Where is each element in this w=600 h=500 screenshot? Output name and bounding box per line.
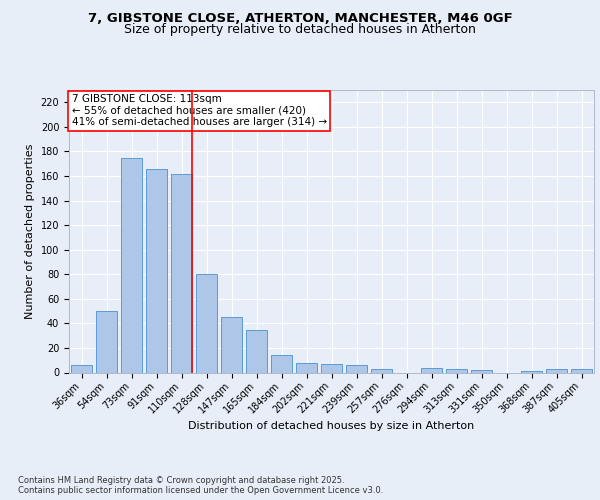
- Bar: [346, 365, 367, 372]
- Y-axis label: Number of detached properties: Number of detached properties: [25, 144, 35, 319]
- Bar: [221, 317, 242, 372]
- Bar: [71, 365, 92, 372]
- Text: Contains HM Land Registry data © Crown copyright and database right 2025.: Contains HM Land Registry data © Crown c…: [18, 476, 344, 485]
- Bar: [196, 274, 217, 372]
- Text: Size of property relative to detached houses in Atherton: Size of property relative to detached ho…: [124, 23, 476, 36]
- Bar: [571, 369, 592, 372]
- Bar: [146, 168, 167, 372]
- Text: 7 GIBSTONE CLOSE: 113sqm
← 55% of detached houses are smaller (420)
41% of semi-: 7 GIBSTONE CLOSE: 113sqm ← 55% of detach…: [71, 94, 327, 128]
- Bar: [321, 364, 342, 372]
- Text: 7, GIBSTONE CLOSE, ATHERTON, MANCHESTER, M46 0GF: 7, GIBSTONE CLOSE, ATHERTON, MANCHESTER,…: [88, 12, 512, 26]
- Text: Contains public sector information licensed under the Open Government Licence v3: Contains public sector information licen…: [18, 486, 383, 495]
- Bar: [296, 362, 317, 372]
- Bar: [121, 158, 142, 372]
- Bar: [546, 369, 567, 372]
- Bar: [96, 311, 117, 372]
- Bar: [271, 356, 292, 372]
- Bar: [471, 370, 492, 372]
- Bar: [246, 330, 267, 372]
- Bar: [171, 174, 192, 372]
- Bar: [421, 368, 442, 372]
- X-axis label: Distribution of detached houses by size in Atherton: Distribution of detached houses by size …: [188, 420, 475, 430]
- Bar: [371, 369, 392, 372]
- Bar: [446, 369, 467, 372]
